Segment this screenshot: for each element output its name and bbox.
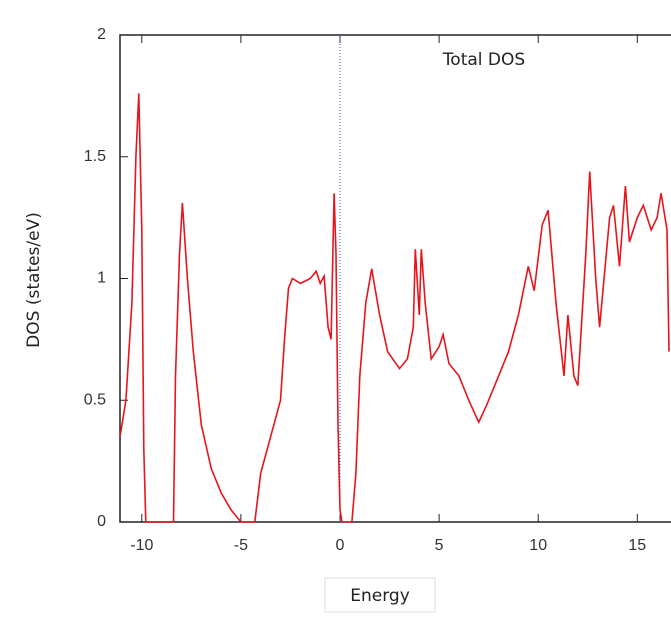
x-axis-label: Energy	[350, 586, 410, 606]
x-tick-label: 15	[628, 537, 646, 554]
x-tick-label: -5	[234, 537, 248, 554]
chart-title: Total DOS	[442, 50, 525, 70]
plot-frame	[119, 34, 671, 523]
y-tick-label: 2	[97, 26, 106, 43]
y-tick-label: 0.5	[84, 391, 106, 408]
y-tick-label: 1	[97, 270, 106, 287]
dos-line	[119, 93, 670, 523]
y-axis-label: DOS (states/eV)	[24, 212, 44, 348]
x-tick-label: -10	[130, 537, 153, 554]
x-tick-label: 5	[435, 537, 444, 554]
y-tick-label: 1.5	[84, 148, 106, 165]
x-tick-label: 0	[336, 537, 345, 554]
x-label-box	[324, 577, 436, 613]
x-tick-label: 10	[529, 537, 547, 554]
y-tick-label: 0	[97, 513, 106, 530]
